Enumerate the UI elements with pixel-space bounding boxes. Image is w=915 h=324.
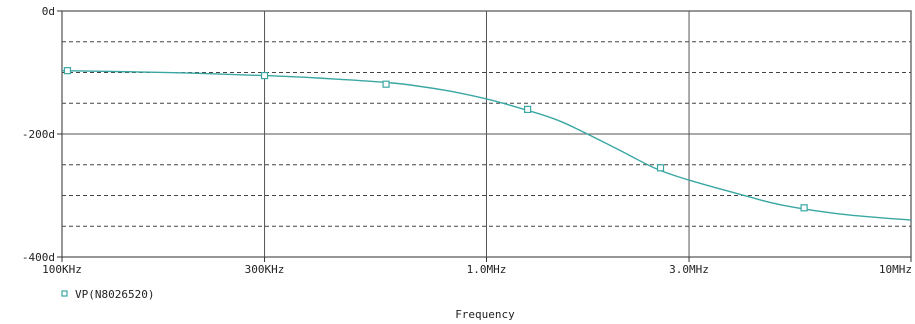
x-axis-label: Frequency xyxy=(455,308,515,321)
series-marker xyxy=(524,105,532,114)
x-axis-ticks: 100KHz 300KHz 1.0MHz 3.0MHz 10MHz xyxy=(42,257,912,276)
series-line xyxy=(61,70,912,221)
grid-lines xyxy=(61,10,912,258)
series-group xyxy=(61,67,912,221)
legend-marker xyxy=(61,290,68,297)
y-tick-label: -400d xyxy=(22,251,55,264)
legend-label: VP(N8026520) xyxy=(75,288,154,301)
y-tick-label: 0d xyxy=(42,5,55,18)
x-tick-label: 100KHz xyxy=(42,263,82,276)
x-tick-label: 10MHz xyxy=(879,263,912,276)
y-tick-label: -200d xyxy=(22,128,55,141)
x-tick-label: 1.0MHz xyxy=(467,263,507,276)
series-marker xyxy=(382,80,390,88)
series-marker xyxy=(800,204,808,212)
series-marker xyxy=(656,164,665,172)
x-tick-label: 3.0MHz xyxy=(669,263,709,276)
series-marker xyxy=(63,67,72,75)
legend: VP(N8026520) xyxy=(61,288,154,301)
x-tick-label: 300KHz xyxy=(245,263,285,276)
y-axis-ticks: 0d -200d -400d xyxy=(22,5,62,264)
series-marker xyxy=(260,71,269,80)
